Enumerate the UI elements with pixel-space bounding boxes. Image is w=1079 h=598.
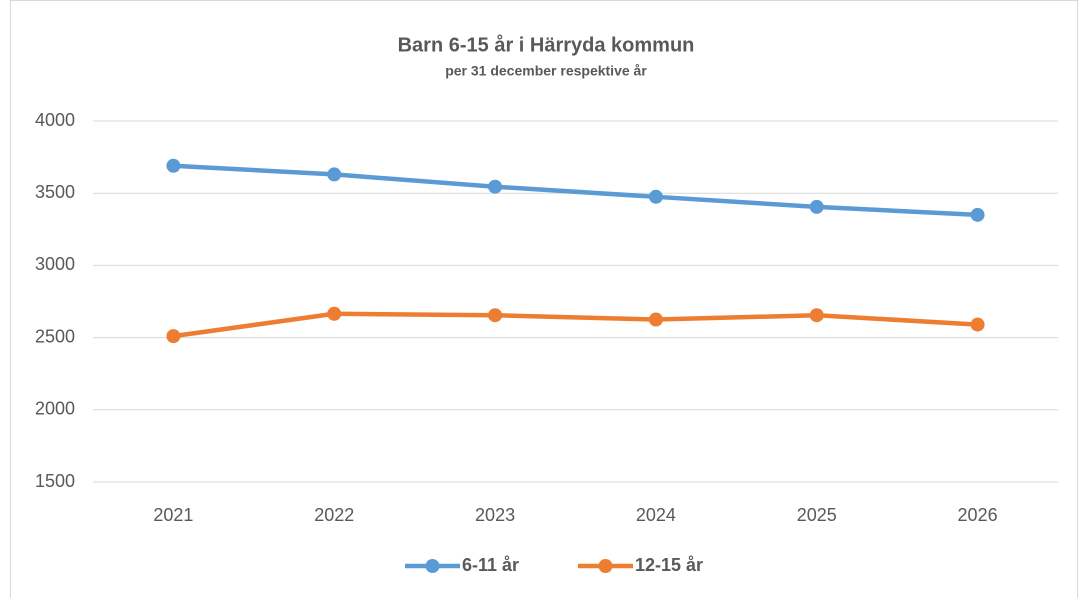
chart-title: Barn 6-15 år i Härryda kommun — [398, 33, 695, 56]
point — [809, 308, 824, 323]
legend-label: 6-11 år — [462, 555, 519, 575]
y-tick-label: 3500 — [35, 182, 75, 202]
point — [327, 306, 342, 321]
y-tick-label: 2500 — [35, 326, 75, 346]
y-tick-label: 3000 — [35, 254, 75, 274]
point — [970, 207, 985, 222]
point — [488, 308, 503, 323]
x-tick-label: 2023 — [475, 505, 515, 525]
point — [488, 179, 503, 194]
y-tick-label: 2000 — [35, 399, 75, 419]
chart-subtitle: per 31 december respektive år — [445, 63, 647, 79]
y-tick-label: 4000 — [35, 110, 75, 130]
point — [648, 189, 663, 204]
x-tick-label: 2026 — [958, 505, 998, 525]
x-tick-label: 2021 — [153, 505, 193, 525]
point — [327, 167, 342, 182]
chart-border — [10, 0, 1078, 598]
x-tick-label: 2025 — [797, 505, 837, 525]
x-tick-label: 2024 — [636, 505, 676, 525]
series-line — [173, 163, 978, 218]
legend-marker — [598, 559, 613, 573]
y-tick-label: 1500 — [35, 471, 75, 491]
legend-marker — [425, 559, 440, 573]
point — [648, 312, 663, 327]
series-line — [173, 311, 978, 339]
legend-label: 12-15 år — [635, 555, 703, 575]
point — [809, 199, 824, 214]
point — [166, 329, 181, 344]
x-tick-label: 2022 — [314, 505, 354, 525]
point — [166, 158, 181, 173]
point — [970, 317, 985, 332]
